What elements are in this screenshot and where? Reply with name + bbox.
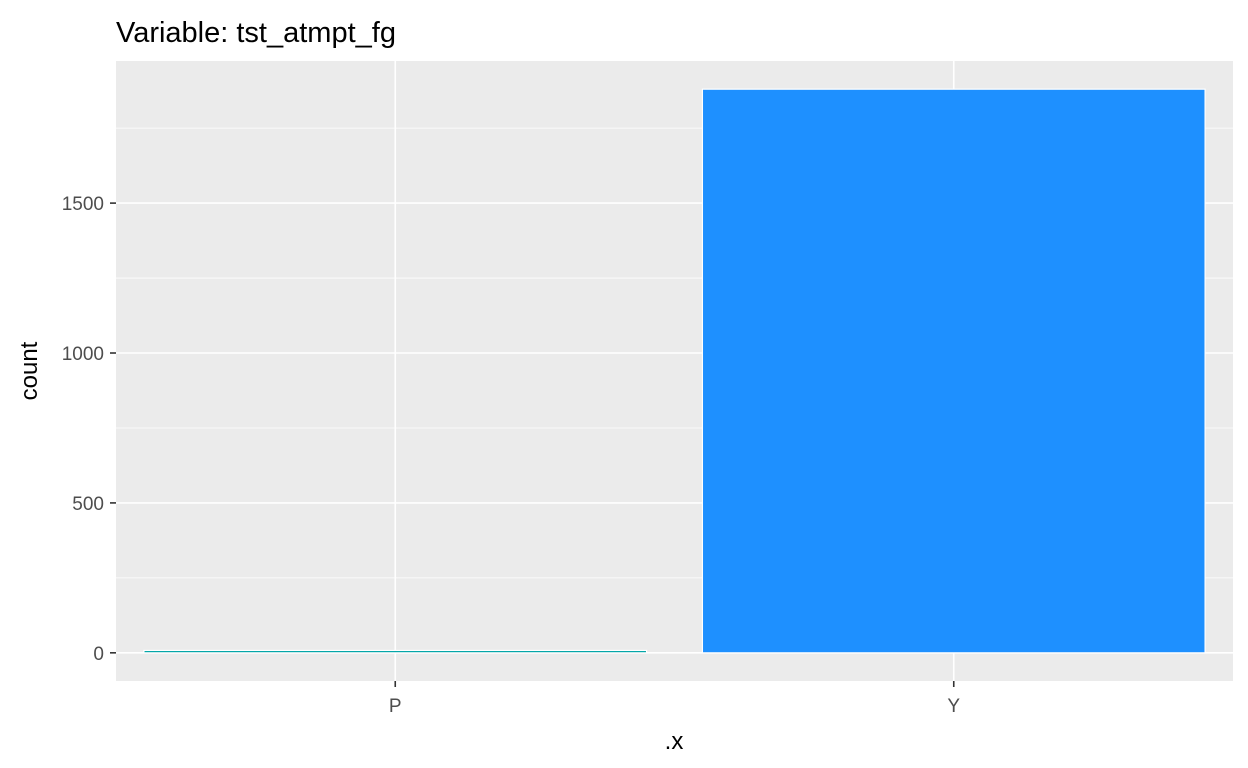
y-axis: 0 500 1000 1500 (62, 194, 116, 665)
y-tick-label: 1000 (62, 344, 104, 365)
bar-p (143, 649, 648, 654)
y-tick-label: 0 (93, 644, 104, 665)
x-tick-label: P (389, 696, 402, 717)
x-axis-title: .x (665, 728, 684, 755)
x-tick-label: Y (947, 696, 960, 717)
y-axis-title: count (16, 341, 43, 400)
bars (143, 88, 1206, 654)
bar-y (701, 88, 1206, 654)
chart-title: Variable: tst_atmpt_fg (116, 17, 396, 49)
y-tick-label: 500 (72, 494, 104, 515)
y-tick-label: 1500 (62, 194, 104, 215)
